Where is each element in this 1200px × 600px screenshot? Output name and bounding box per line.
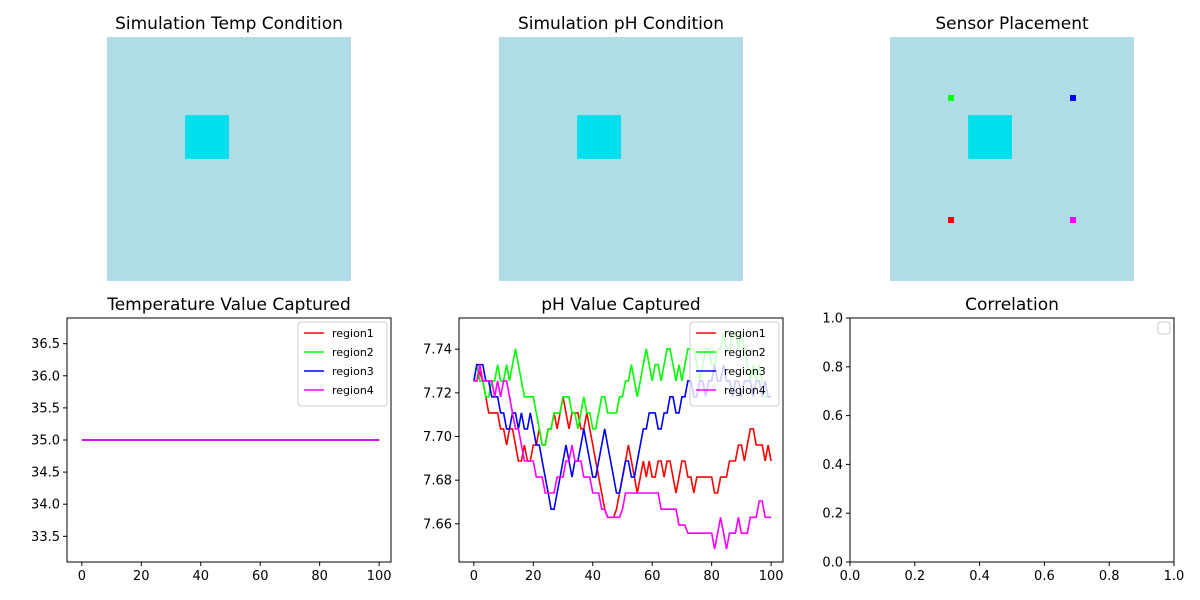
panel-sensor-placement: Sensor Placement	[890, 14, 1134, 281]
correlation-y-tick-label: 0.8	[822, 360, 843, 375]
temperature-legend-label-region2: region2	[332, 346, 374, 359]
correlation-y-tick-label: 1.0	[822, 312, 843, 327]
ph-x-tick-label: 100	[759, 569, 784, 584]
correlation-x-tick-label: 0.6	[1034, 569, 1055, 584]
panel-ph-captured: pH Value Captured 0 20 40 60 80 100 7.66 7.68 7.…	[423, 295, 783, 584]
temperature-x-tick-label: 0	[78, 569, 86, 584]
ph-y-tick-label: 7.70	[423, 430, 452, 445]
ph-y-tick-label: 7.72	[423, 386, 452, 401]
ph-y-tick-label: 7.74	[423, 343, 452, 358]
temperature-x-tick-label: 100	[367, 569, 392, 584]
correlation-legend	[1157, 321, 1171, 335]
temperature-legend: region1 region2 region3 region4	[297, 321, 388, 407]
temperature-captured-title: Temperature Value Captured	[106, 295, 351, 315]
temp-condition-title: Simulation Temp Condition	[115, 14, 343, 34]
correlation-x-tick-label: 0.0	[840, 569, 861, 584]
sensor-marker-region1	[948, 217, 954, 223]
ph-axes-frame	[458, 317, 784, 563]
temperature-legend-label-region3: region3	[332, 365, 374, 378]
correlation-x-tick-label: 1.0	[1164, 569, 1185, 584]
ph-legend-label-region3: region3	[724, 365, 766, 378]
temperature-x-tick-label: 80	[311, 569, 328, 584]
sensor-marker-region2	[948, 95, 954, 101]
ph-y-tick-label: 7.66	[423, 517, 452, 532]
temperature-x-tick-label: 20	[133, 569, 150, 584]
temperature-y-tick-label: 33.5	[31, 530, 60, 545]
ph-condition-hot-block	[577, 115, 621, 159]
ph-y-tick-label: 7.68	[423, 474, 452, 489]
panel-temp-condition: Simulation Temp Condition	[107, 14, 351, 281]
ph-legend-label-region4: region4	[724, 384, 766, 397]
ph-x-tick-label: 40	[584, 569, 601, 584]
temperature-x-tick-label: 60	[252, 569, 269, 584]
correlation-y-tick-label: 0.2	[822, 507, 843, 522]
correlation-x-tick-label: 0.8	[1099, 569, 1120, 584]
correlation-axes-frame	[849, 317, 1175, 563]
correlation-x-tick-label: 0.4	[969, 569, 990, 584]
temperature-legend-label-region1: region1	[332, 327, 374, 340]
correlation-x-tick-label: 0.2	[904, 569, 925, 584]
ph-line-region4	[473, 364, 772, 550]
sensor-marker-region4	[1070, 217, 1076, 223]
ph-x-tick-label: 60	[644, 569, 661, 584]
temperature-y-tick-label: 36.0	[31, 369, 60, 384]
ph-legend: region1 region2 region3 region4	[689, 321, 780, 407]
correlation-legend-box	[1157, 321, 1171, 335]
sensor-markers	[948, 95, 1076, 223]
temperature-y-tick-label: 35.0	[31, 434, 60, 449]
ph-legend-label-region2: region2	[724, 346, 766, 359]
panel-correlation: Correlation 0.0 0.2 0.4 0.6 0.8 1.0 0.0 0.2 0.4 0…	[822, 295, 1184, 584]
temp-condition-hot-block	[185, 115, 229, 159]
ph-legend-box	[689, 321, 780, 407]
temperature-x-tick-label: 40	[192, 569, 209, 584]
temperature-y-tick-label: 35.5	[31, 401, 60, 416]
correlation-title: Correlation	[965, 295, 1059, 315]
correlation-y-tick-label: 0.4	[822, 458, 843, 473]
ph-condition-title: Simulation pH Condition	[518, 14, 724, 34]
ph-legend-label-region1: region1	[724, 327, 766, 340]
ph-captured-title: pH Value Captured	[541, 295, 700, 315]
sensor-placement-hot-block	[968, 115, 1012, 159]
sensor-marker-region3	[1070, 95, 1076, 101]
correlation-y-tick-label: 0.6	[822, 409, 843, 424]
temperature-legend-label-region4: region4	[332, 384, 374, 397]
panel-ph-condition: Simulation pH Condition	[499, 14, 743, 281]
correlation-y-tick-label: 0.0	[822, 556, 843, 571]
temperature-legend-box	[297, 321, 388, 407]
ph-x-tick-label: 80	[703, 569, 720, 584]
temperature-y-tick-label: 34.5	[31, 466, 60, 481]
panel-temperature-captured: Temperature Value Captured 0 20 40 60 80 100 3…	[31, 295, 391, 584]
ph-x-tick-label: 20	[525, 569, 542, 584]
ph-x-tick-label: 0	[470, 569, 478, 584]
temperature-y-tick-label: 36.5	[31, 337, 60, 352]
sensor-placement-title: Sensor Placement	[935, 14, 1089, 34]
temperature-y-tick-label: 34.0	[31, 498, 60, 513]
